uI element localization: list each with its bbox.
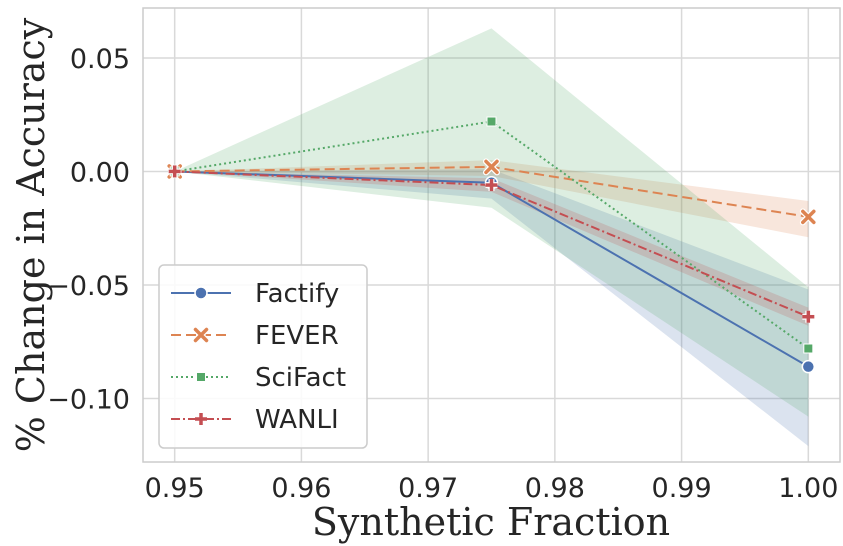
legend-wanli-label: WANLI bbox=[255, 405, 339, 435]
x-tick-label: 1.00 bbox=[778, 473, 838, 504]
y-tick-label: 0.00 bbox=[70, 157, 130, 188]
fever-point bbox=[483, 158, 500, 176]
legend-factify-marker bbox=[194, 286, 208, 300]
legend-fever-label: FEVER bbox=[255, 321, 339, 351]
factify-point bbox=[801, 359, 816, 374]
legend-scifact-marker bbox=[196, 372, 206, 382]
legend-fever-marker bbox=[192, 326, 210, 344]
scifact-band bbox=[174, 28, 809, 417]
scifact-point bbox=[803, 343, 814, 354]
wanli-point bbox=[168, 165, 181, 178]
x-tick-label: 0.98 bbox=[525, 473, 585, 504]
legend-scifact-label: SciFact bbox=[255, 363, 346, 393]
wanli-line bbox=[174, 170, 809, 318]
y-tick-label: −0.05 bbox=[47, 271, 130, 302]
x-tick-label: 0.96 bbox=[271, 473, 331, 504]
y-tick-label: 0.05 bbox=[70, 44, 130, 75]
scifact-point bbox=[486, 116, 497, 127]
confidence-bands bbox=[174, 28, 809, 447]
fever-point bbox=[799, 208, 817, 226]
x-axis-title: Synthetic Fraction bbox=[312, 500, 670, 544]
fever-band bbox=[174, 160, 809, 238]
legend-wanli-marker bbox=[195, 413, 207, 425]
plot-frame bbox=[142, 7, 841, 463]
x-tick-labels: 0.95 0.96 0.97 0.98 0.99 1.00 bbox=[145, 473, 839, 504]
y-axis-title: % Change in Accuracy bbox=[9, 17, 53, 452]
factify-band bbox=[174, 169, 809, 447]
legend-factify-label: Factify bbox=[255, 279, 339, 309]
grid-lines bbox=[143, 8, 840, 462]
series-markers bbox=[166, 116, 817, 374]
wanli-point bbox=[802, 310, 815, 323]
y-tick-labels: 0.05 0.00 −0.05 −0.10 bbox=[47, 44, 130, 416]
legend-box bbox=[158, 264, 368, 449]
legend: Factify FEVER SciFact WANLI bbox=[158, 264, 368, 449]
wanli-point bbox=[485, 179, 498, 192]
y-tick-label: −0.10 bbox=[47, 384, 130, 415]
x-tick-label: 0.95 bbox=[145, 473, 205, 504]
x-tick-label: 0.99 bbox=[652, 473, 712, 504]
x-tick-label: 0.97 bbox=[398, 473, 458, 504]
